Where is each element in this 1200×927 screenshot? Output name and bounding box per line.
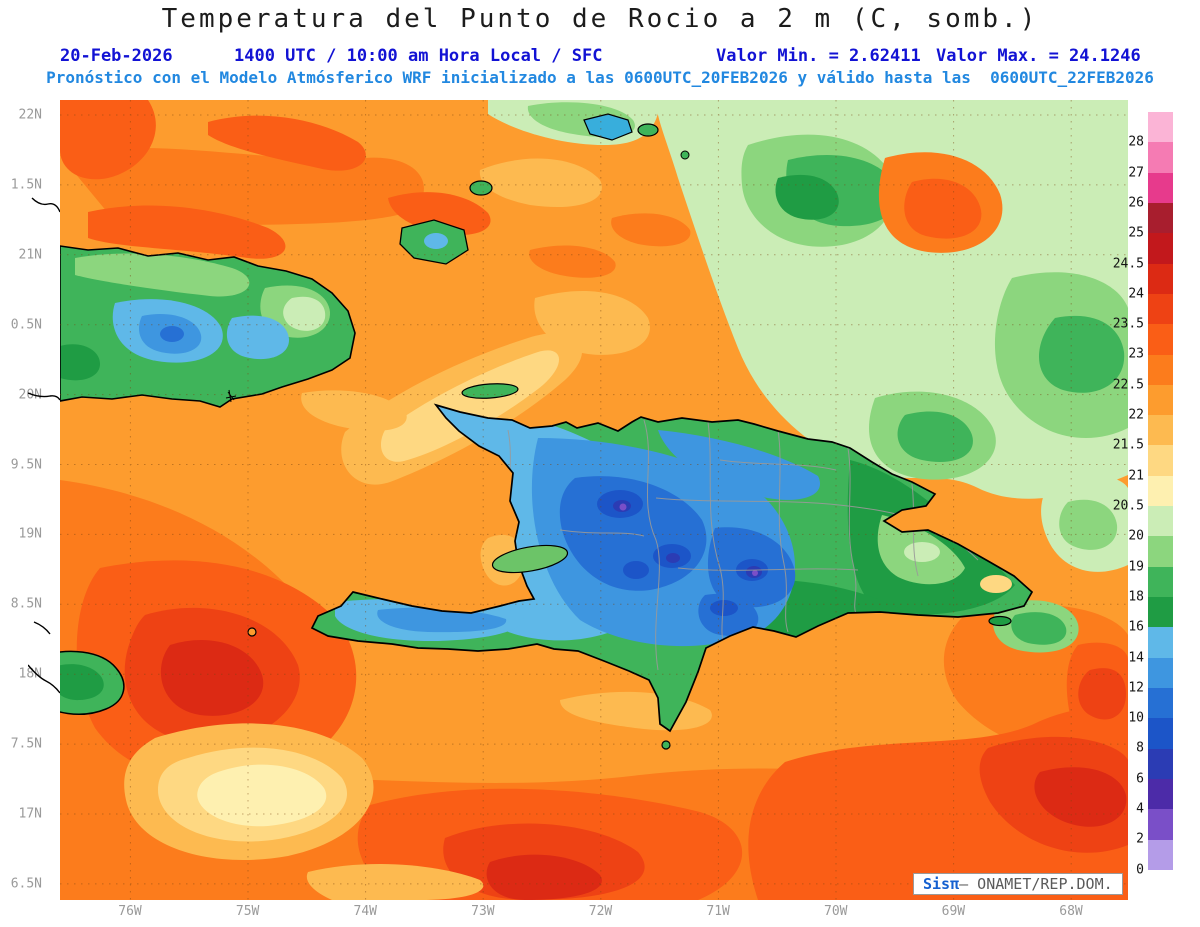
colorbar-label: 18 [1128, 589, 1144, 605]
colorbar-label: 23 [1128, 346, 1144, 362]
lat-label: 6.5N [10, 876, 42, 892]
lat-label: 21N [18, 247, 42, 263]
colorbar-label: 12 [1128, 680, 1144, 696]
lat-label: 22N [18, 107, 42, 123]
lat-label: 19N [18, 526, 42, 542]
colorbar-label: 16 [1128, 619, 1144, 635]
colorbar-label: 28 [1128, 134, 1144, 150]
colorbar-label: 0 [1136, 862, 1144, 878]
colorbar-segment [1148, 233, 1173, 264]
lon-label: 68W [1059, 904, 1083, 919]
watermark-brand: Sisπ [923, 875, 960, 893]
colorbar-label: 26 [1128, 195, 1144, 211]
lat-label: 1.5N [10, 177, 42, 193]
colorbar-segment [1148, 354, 1173, 385]
lat-label: 0.5N [10, 317, 42, 333]
colorbar-labels: 28 27 26 25 24.5 24 23.5 23 22.5 22 21.5 21 20.5 20 19… [1098, 112, 1144, 900]
lon-label: 73W [471, 904, 495, 919]
colorbar-segment [1148, 718, 1173, 749]
lat-axis: 22N 1.5N 21N 0.5N 20N 9.5N 19N 8.5N 18N 7.5N 17N 6.… [0, 100, 56, 900]
colorbar-segment [1148, 869, 1173, 901]
colorbar-segment [1148, 536, 1173, 567]
colorbar-segment [1148, 142, 1173, 173]
colorbar-segment [1148, 475, 1173, 507]
lat-label: 18N [18, 666, 42, 682]
colorbar-segment [1148, 809, 1173, 840]
colorbar-label: 23.5 [1112, 316, 1144, 332]
colorbar-label: 22.5 [1112, 377, 1144, 393]
colorbar-label: 20.5 [1112, 498, 1144, 514]
lon-label: 71W [706, 904, 730, 919]
colorbar-segment [1148, 597, 1173, 628]
colorbar-segment [1148, 384, 1173, 416]
colorbar-label: 8 [1136, 740, 1144, 756]
watermark-text: – ONAMET/REP.DOM. [959, 875, 1113, 893]
colorbar-segment [1148, 687, 1173, 719]
colorbar-segment [1148, 293, 1173, 325]
coastline-fragments [28, 197, 60, 694]
lon-axis: 76W 75W 74W 73W 72W 71W 70W 69W 68W [60, 904, 1128, 924]
colorbar [1148, 112, 1173, 901]
colorbar-segment [1148, 415, 1173, 446]
colorbar-segment [1148, 202, 1173, 234]
lat-label: 9.5N [10, 457, 42, 472]
map-area [34, 100, 1128, 900]
watermark: Sisπ– ONAMET/REP.DOM. [913, 873, 1123, 895]
lat-label: 7.5N [10, 736, 42, 752]
colorbar-label: 24.5 [1112, 256, 1144, 272]
colorbar-label: 10 [1128, 710, 1144, 726]
colorbar-label: 6 [1136, 771, 1144, 787]
colorbar-label: 27 [1128, 165, 1144, 181]
colorbar-segment [1148, 506, 1173, 537]
colorbar-segment [1148, 627, 1173, 658]
colorbar-segment [1148, 324, 1173, 355]
colorbar-label: 19 [1128, 559, 1144, 575]
lon-label: 70W [824, 904, 848, 919]
colorbar-segment [1148, 566, 1173, 597]
colorbar-segment [1148, 263, 1173, 294]
colorbar-segment [1148, 657, 1173, 688]
value-max: Valor Max. = 24.1246 [936, 46, 1141, 66]
colorbar-label: 25 [1128, 225, 1144, 241]
lon-label: 76W [118, 904, 142, 919]
model-info-line: Pronóstico con el Modelo Atmósferico WRF… [46, 68, 1154, 87]
colorbar-label: 21.5 [1112, 437, 1144, 453]
colorbar-segment [1148, 112, 1173, 143]
colorbar-segment [1148, 778, 1173, 810]
lon-label: 72W [588, 904, 613, 919]
lat-label: 17N [18, 806, 42, 822]
colorbar-segment [1148, 445, 1173, 476]
colorbar-label: 22 [1128, 407, 1144, 423]
colorbar-label: 14 [1128, 650, 1144, 666]
colorbar-label: 2 [1136, 831, 1144, 847]
valid-time: 1400 UTC / 10:00 am Hora Local / SFC [234, 46, 603, 66]
lon-label: 75W [235, 904, 260, 919]
colorbar-segment [1148, 172, 1173, 203]
lon-label: 74W [353, 904, 377, 919]
colorbar-segment [1148, 748, 1173, 779]
lat-label: 8.5N [10, 596, 42, 612]
colorbar-label: 21 [1128, 468, 1144, 484]
value-min: Valor Min. = 2.62411 [716, 46, 921, 66]
dewpoint-shaded-map [34, 100, 1128, 900]
colorbar-label: 4 [1136, 801, 1144, 817]
run-date: 20-Feb-2026 [60, 46, 173, 66]
lon-label: 69W [941, 904, 966, 919]
small-islands [247, 113, 1012, 750]
page-title: Temperatura del Punto de Rocio a 2 m (C,… [161, 4, 1039, 34]
colorbar-label: 24 [1128, 286, 1144, 302]
colorbar-label: 20 [1128, 528, 1144, 544]
colorbar-segment [1148, 839, 1173, 870]
